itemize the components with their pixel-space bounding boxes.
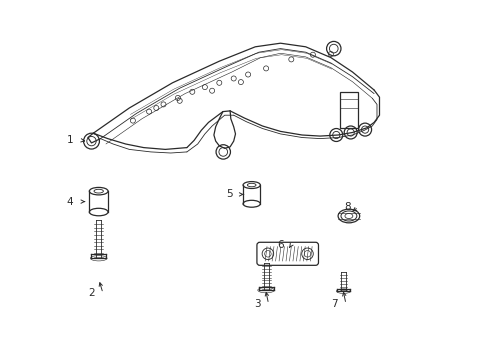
Text: 8: 8 — [344, 202, 350, 212]
Text: 5: 5 — [226, 189, 232, 199]
Text: 1: 1 — [67, 135, 73, 145]
Text: 6: 6 — [276, 240, 283, 250]
Bar — [339, 92, 357, 128]
Text: 2: 2 — [88, 288, 95, 298]
Text: 3: 3 — [254, 299, 260, 309]
Text: 4: 4 — [67, 197, 73, 207]
Text: 7: 7 — [331, 299, 337, 309]
